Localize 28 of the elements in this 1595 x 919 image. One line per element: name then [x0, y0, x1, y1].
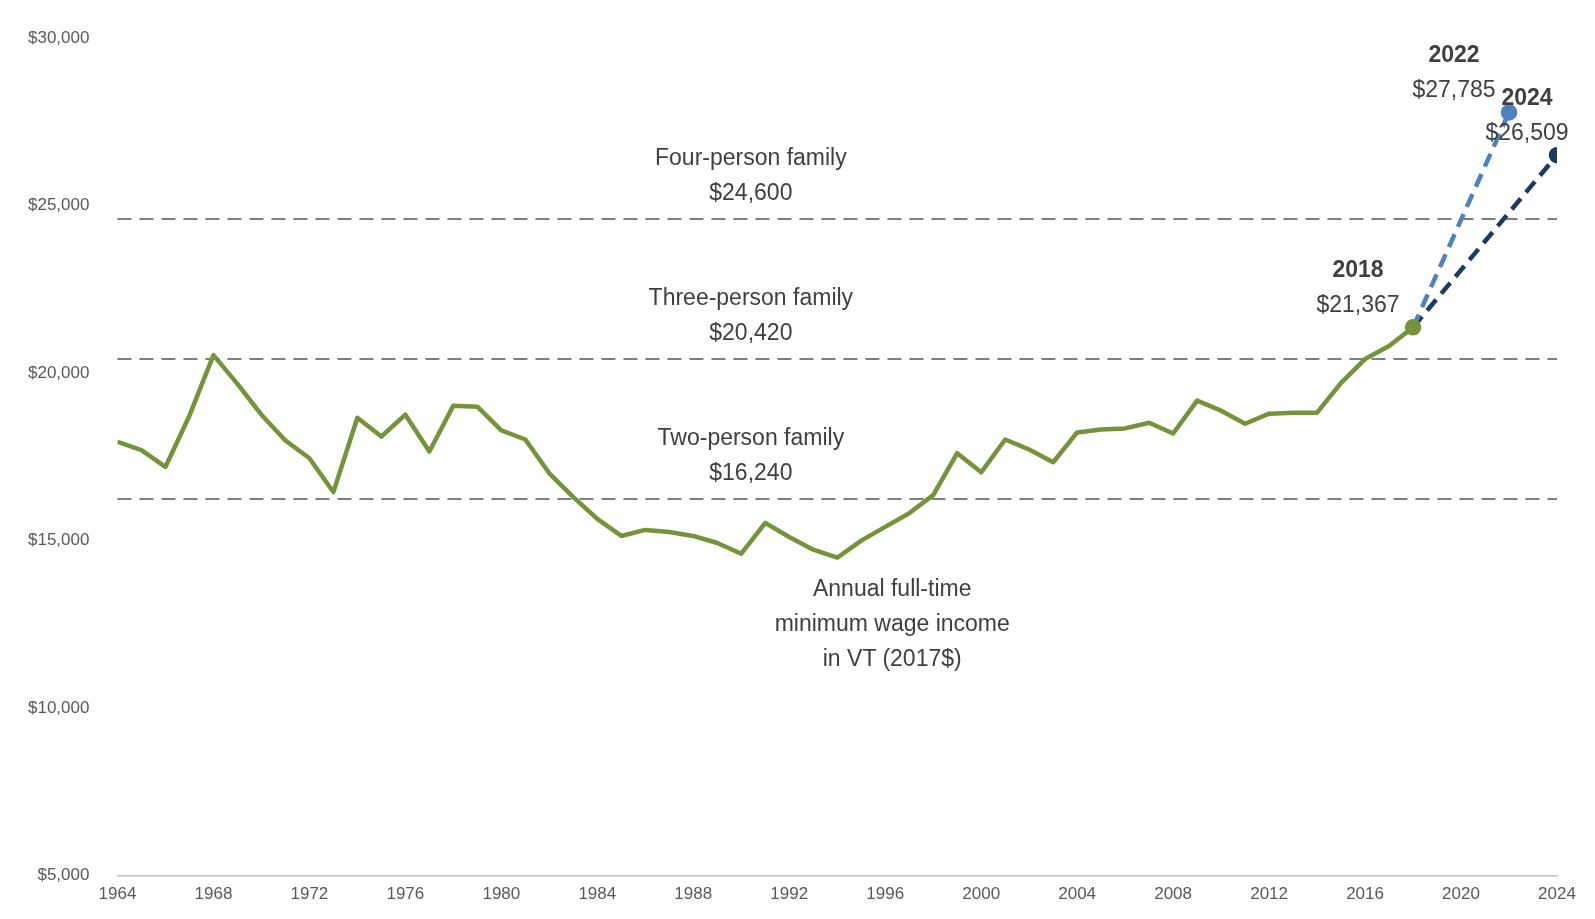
y-tick-label: $5,000 — [37, 865, 90, 885]
x-tick-label: 1972 — [290, 884, 329, 904]
x-tick-label: 2004 — [1058, 884, 1097, 904]
x-tick-label: 1964 — [98, 884, 137, 904]
x-tick-label: 2008 — [1154, 884, 1193, 904]
annotation: 2018 $21,367 — [1316, 256, 1400, 318]
x-tick-label: 1976 — [386, 884, 425, 904]
x-tick-label: 1988 — [674, 884, 713, 904]
x-tick-label: 1968 — [194, 884, 233, 904]
x-tick-label: 1992 — [770, 884, 809, 904]
x-tick-label: 1996 — [866, 884, 905, 904]
ref-line-label: Three-person family $20,420 — [648, 283, 854, 345]
x-tick-label: 2016 — [1346, 884, 1384, 904]
y-tick-label: $15,000 — [28, 530, 90, 550]
series-label: Annual full-time minimum wage income in VT (2017$) — [774, 574, 1010, 671]
y-tick-label: $10,000 — [28, 697, 90, 717]
annotation: 2022 $27,785 — [1412, 41, 1496, 103]
x-tick-label: 1984 — [578, 884, 617, 904]
y-tick-label: $25,000 — [28, 195, 90, 215]
x-tick-label: 1980 — [482, 884, 521, 904]
x-tick-label: 2000 — [962, 884, 1001, 904]
x-tick-label: 2012 — [1250, 884, 1288, 904]
ref-line-label: Four-person family $24,600 — [654, 143, 848, 205]
x-tick-label: 2020 — [1442, 884, 1480, 904]
y-tick-label: $30,000 — [28, 27, 90, 47]
y-tick-label: $20,000 — [28, 362, 90, 382]
x-tick-label: 2024 — [1538, 884, 1576, 904]
ref-line-label: Two-person family $16,240 — [657, 423, 845, 485]
